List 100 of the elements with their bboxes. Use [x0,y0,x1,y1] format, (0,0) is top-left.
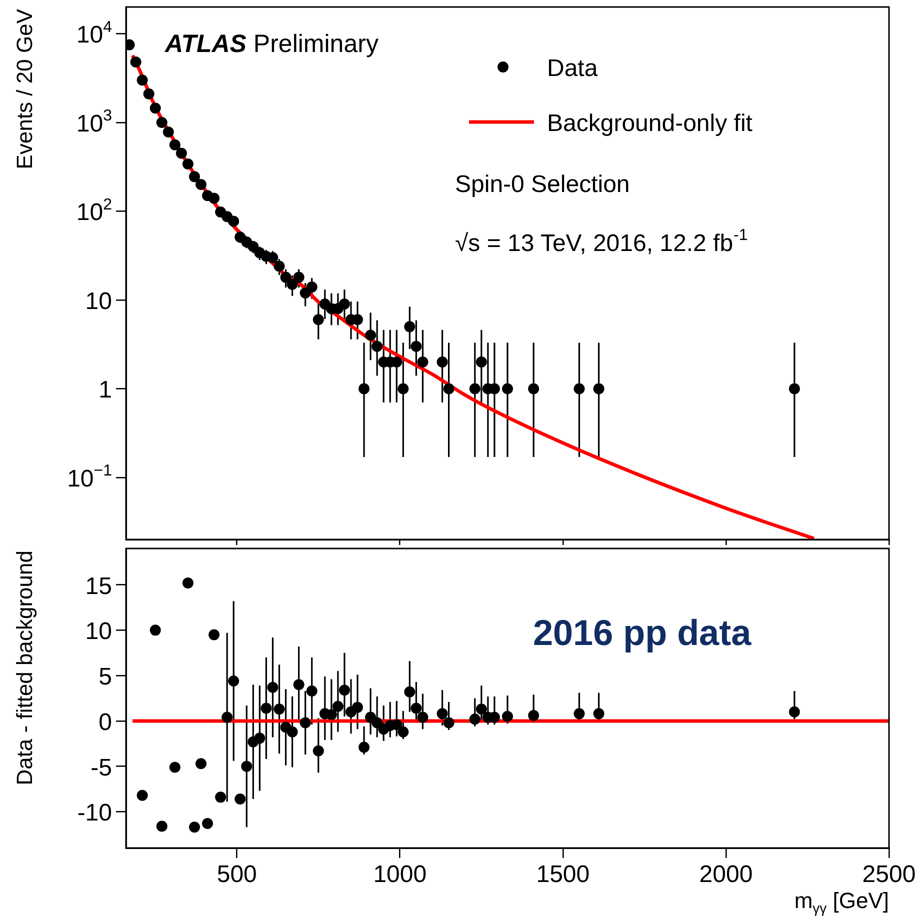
x-tick-label: 2000 [699,861,753,888]
annotation: Spin-0 Selection [455,171,630,198]
point [300,717,311,728]
y-tick-label: 1 [98,376,112,404]
y-tick-label: -5 [90,754,112,782]
x-tick-label: 1000 [373,861,427,888]
point [136,74,148,86]
point [593,708,604,720]
point [234,793,246,804]
point [398,383,409,394]
y-tick-label: 0 [98,708,112,736]
y-axis-title: Data - fitted background [12,550,37,786]
point [143,88,154,100]
point [352,702,364,713]
point [358,742,370,753]
point [188,171,200,182]
point [202,818,214,829]
point [391,719,402,730]
point [338,298,350,310]
x-tick-label: 1500 [536,861,590,888]
annotation: 2016 pp data [533,612,752,653]
point [280,272,292,283]
point [176,148,187,159]
point [436,708,448,720]
point [286,726,298,738]
point [410,340,422,352]
point [215,792,226,803]
point [156,116,168,128]
legend-label: Background-only fit [547,110,753,137]
point [476,356,487,368]
point [267,682,278,693]
point [417,712,428,723]
point [436,356,448,368]
point [241,760,252,772]
point [274,704,285,715]
point [312,314,324,326]
point [528,383,540,394]
point [398,726,409,738]
point [222,712,233,723]
point [365,330,376,341]
point [372,340,383,352]
point [404,686,416,698]
point [169,139,180,150]
point [182,577,194,588]
point [788,706,800,718]
point [162,126,174,138]
y-tick-label: 10 [85,618,112,646]
point [228,676,240,687]
point [208,629,220,640]
point [182,158,194,170]
point [150,102,161,114]
point [293,272,304,283]
point [502,383,513,394]
point [312,745,324,756]
legend-label: Data [547,55,598,82]
point [130,56,142,68]
point [502,710,513,722]
point [169,762,180,773]
point [372,717,383,728]
point [228,216,240,227]
point [417,356,428,368]
point [156,820,168,832]
point [469,383,480,394]
y-tick-label: 10 [85,288,112,315]
point [267,252,278,264]
point [208,192,220,204]
point [293,679,304,690]
y-tick-label: -10 [77,800,112,827]
point [150,624,161,636]
point [574,708,585,720]
point [274,260,285,272]
point [188,822,200,833]
point [443,383,454,394]
y-tick-label: 5 [98,664,112,691]
point [469,714,480,725]
point [476,704,487,715]
point [248,241,259,252]
point [404,321,416,332]
point [254,732,266,744]
point [443,717,454,728]
point [788,383,800,394]
point [195,758,206,770]
y-axis-title: Events / 20 GeV [12,8,37,170]
point [195,179,206,190]
point [528,710,540,721]
y-tick-label: 15 [85,572,112,600]
point [260,702,272,714]
point [593,383,604,394]
x-tick-label: 500 [216,861,257,888]
point [338,684,350,696]
point [136,790,148,801]
point [574,383,585,394]
point [306,685,318,696]
point [286,278,298,290]
point [410,702,422,714]
x-tick-label: 2500 [862,861,916,888]
point [306,282,318,292]
point [358,383,370,394]
annotation: ATLAS Preliminary [164,30,379,58]
point [332,700,344,712]
